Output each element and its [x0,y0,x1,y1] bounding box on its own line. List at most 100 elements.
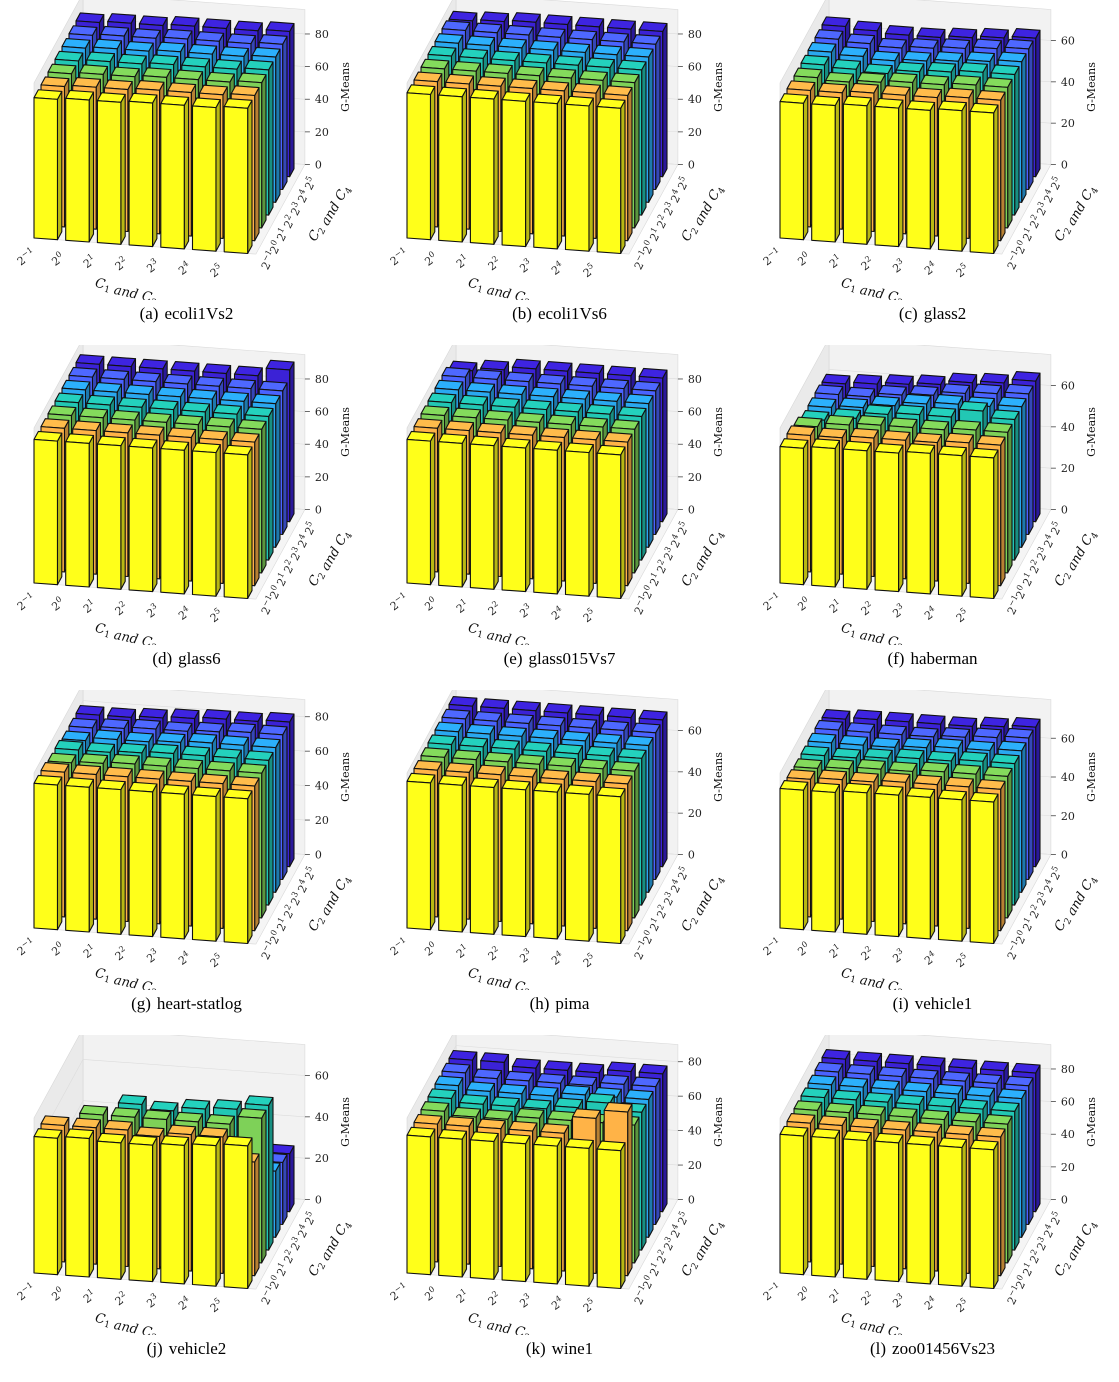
caption-label: (h) [529,994,550,1013]
chart-panel: 0 20 40 60 G-Means 2−1 20 21 22 23 24 25 C1 and C32−… [746,0,1119,345]
caption-name: pima [555,994,590,1013]
caption-name: glass015Vs7 [528,649,616,668]
bar [533,781,563,940]
bar-side [429,86,436,241]
x-tick-label: 25 [580,951,599,970]
z-tick-label: 40 [315,93,329,106]
x-tick-label: 21 [826,597,845,616]
z-tick-label: 0 [315,849,322,862]
bar [779,780,809,931]
bar-front [128,1142,154,1283]
bar-side [56,1129,63,1276]
z-tick-label: 60 [315,745,329,758]
bar-side [655,382,661,536]
z-tick-label: 20 [315,1152,329,1165]
bar-side [929,1136,936,1285]
bar-front [533,1143,558,1285]
caption-label: (f) [887,649,905,668]
z-tick-label: 60 [1061,732,1075,745]
z-axis-title: G-Means [1085,1097,1098,1147]
bar-side [254,433,260,587]
bar [906,1135,936,1285]
x-tick-label: 23 [889,1291,908,1310]
bar-side [993,104,999,255]
bar [438,775,468,933]
bar3d-chart: 0 20 40 60 G-Means 2−1 20 21 22 23 24 25 C1 and C32−… [388,690,728,990]
bar-front [191,794,217,942]
bar-side [268,61,274,216]
bar-side [152,1136,158,1283]
bar-side [662,23,668,178]
figure-caption: (k) wine1 [373,1339,746,1359]
bar [406,430,436,586]
bar-front [533,789,558,940]
bar-side [1021,53,1027,203]
z-tick-label: 40 [688,1125,702,1138]
bar [564,95,594,252]
bar-side [215,99,221,252]
bar [160,1135,190,1285]
caption-label: (d) [152,649,173,668]
bar-front [406,92,432,241]
bar-side [834,1129,841,1278]
bar-side [88,91,95,243]
bar-side [655,35,661,191]
z-tick-label: 0 [315,1194,322,1207]
bar [406,772,436,931]
bar-side [648,737,654,893]
bar-side [556,1137,563,1285]
z-tick-label: 80 [1061,1063,1075,1076]
bar-front [33,97,59,241]
bars [33,1094,295,1290]
bar-side [634,1116,640,1264]
x-tick-label: 25 [953,606,972,625]
bar-side [1021,398,1027,548]
bar-side [56,90,63,241]
bar-side [88,434,95,588]
x-axis-title: C1 and C3 [839,276,906,300]
bar-side [261,1109,267,1264]
x-tick-label: 23 [143,601,162,620]
bar-side [525,439,531,593]
bars [33,12,295,255]
figure-caption: (g) heart-statlog [0,994,373,1014]
bar-front [596,452,622,600]
bar-front [937,797,963,942]
bar-front [406,1134,432,1276]
bar [811,1128,841,1278]
bar-front [811,1136,836,1278]
caption-label: (a) [139,304,159,323]
bar [160,95,190,250]
bar [811,438,841,588]
x-tick-label: 20 [794,249,813,268]
chart-panel: 0 20 40 60 80 G-Means 2−1 20 21 22 23 24 25 C1 and C3… [0,0,373,345]
bar-side [268,1096,274,1251]
bar-side [588,1139,594,1287]
bar [406,1126,436,1276]
bar-side [662,711,668,868]
bar-front [906,795,931,940]
bar-side [289,713,295,868]
bar-side [662,1065,668,1213]
bar-front [874,105,900,248]
figure-caption: (d) glass6 [0,649,373,669]
x-tick-label: 24 [548,604,567,623]
chart-panel: 0 20 40 60 G-Means 2−1 20 21 22 23 24 25 C1 and C32−… [746,345,1119,690]
bar-front [160,103,185,250]
x-tick-label: 20 [48,594,67,613]
bar-side [929,444,936,595]
bar-side [620,99,626,255]
x-tick-label: 24 [921,949,940,968]
z-tick-label: 60 [1061,380,1075,393]
z-tick-label: 80 [688,1056,702,1069]
x-tick-label: 22 [112,599,131,618]
x-tick-label: 24 [921,259,940,278]
bar-front [469,785,495,935]
bar-side [268,408,274,561]
bar-side [56,432,63,586]
x-tick-label: 2−1 [760,935,784,958]
bars [406,1049,668,1290]
bar [596,786,626,945]
x-axis: 2−1 20 21 22 23 24 25 C1 and C3 [388,935,599,990]
